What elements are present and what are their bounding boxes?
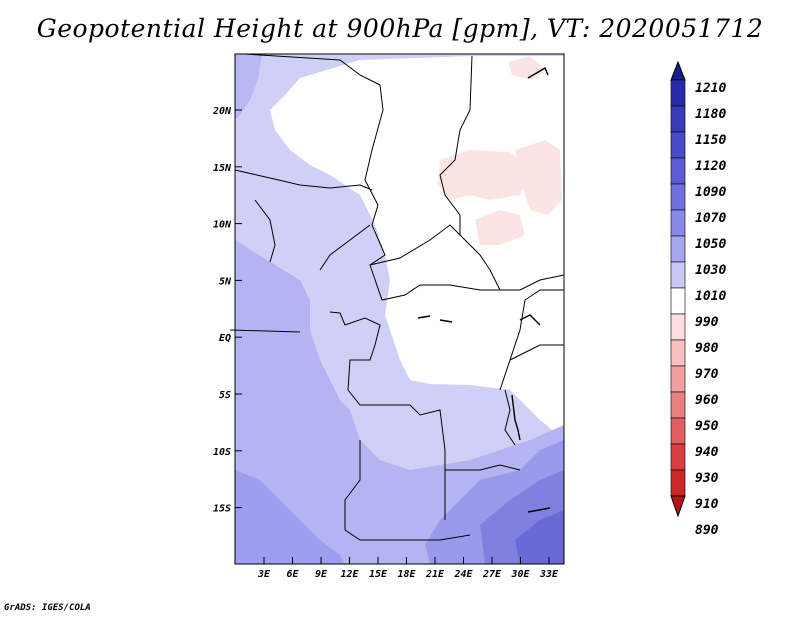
map-title: Geopotential Height at 900hPa [gpm], VT:…: [36, 14, 764, 43]
white-region-pocket: [290, 110, 335, 150]
country-borders: [229, 53, 565, 541]
colorbar-segment: [670, 209, 686, 237]
colorbar-label: 980: [695, 341, 719, 356]
colorbar-segment: [670, 469, 686, 497]
lon-tick-label: 33E: [539, 569, 559, 580]
map-panel: [229, 53, 565, 565]
colorbar-segment: [670, 339, 686, 367]
lat-tick-label: 5S: [219, 390, 231, 401]
colorbar-label: 930: [695, 471, 719, 486]
colorbar-label: 1010: [695, 289, 726, 304]
colorbar-segment: [670, 235, 686, 263]
lat-tick-label: 10S: [213, 447, 231, 458]
colorbar-label: 1120: [695, 159, 726, 174]
colorbar-bottom-triangle: [670, 495, 686, 518]
credit-label: GrADS: IGES/COLA: [4, 603, 91, 613]
colorbar-label: 970: [695, 367, 719, 382]
lat-tick-label: EQ: [219, 333, 231, 344]
lon-tick-label: 3E: [257, 569, 271, 580]
colorbar-top-triangle: [670, 60, 686, 81]
pink-region-2: [515, 140, 562, 215]
colorbar-segment: [670, 287, 686, 315]
map-frame: [234, 53, 565, 565]
lon-tick-label: 6E: [286, 569, 299, 580]
colorbar-label: 1050: [695, 237, 726, 252]
colorbar-segment: [670, 261, 686, 289]
pink-region-1: [438, 150, 530, 200]
colorbar-segment: [670, 391, 686, 419]
lon-tick-label: 12E: [340, 569, 359, 580]
lon-tick-label: 9E: [315, 569, 328, 580]
colorbar-label: 940: [695, 445, 719, 460]
lakes: [417, 66, 551, 513]
colorbar-label: 950: [695, 419, 719, 434]
colorbar-segment: [670, 157, 686, 185]
colorbar-segment: [670, 79, 686, 107]
colorbar-segment: [670, 313, 686, 341]
blue-region-deepest: [515, 510, 564, 564]
blue-region-south: [235, 470, 345, 564]
lat-tick-label: 15N: [213, 163, 232, 174]
lon-tick-label: 21E: [425, 569, 445, 580]
colorbar-segment: [670, 365, 686, 393]
blue-region-northwest: [235, 54, 262, 120]
colorbar-label: 1090: [695, 185, 726, 200]
latitude-axis: 20N 15N 10N 5N EQ 5S 10S 15S: [212, 106, 242, 515]
colorbar-label: 1070: [695, 211, 726, 226]
lat-tick-label: 10N: [213, 220, 232, 231]
colorbar-label: 990: [695, 315, 719, 330]
colorbar-label: 890: [695, 523, 719, 538]
lon-tick-label: 27E: [482, 569, 502, 580]
longitude-axis: 3E 6E 9E 12E 15E 18E 21E 24E 27E 30E 33E: [257, 557, 559, 580]
colorbar-segment: [670, 443, 686, 471]
colorbar-segment: [670, 105, 686, 133]
lat-tick-label: 20N: [212, 106, 232, 117]
lon-tick-label: 18E: [397, 569, 416, 580]
colorbar-label: 1030: [695, 263, 726, 278]
lon-tick-label: 15E: [369, 569, 388, 580]
colorbar: 1210 1180 1150 1120 1090 1070 1050 1030 1010 990 9…: [670, 60, 726, 538]
pink-region-3: [475, 210, 525, 245]
colorbar-segment: [670, 183, 686, 211]
colorbar-label: 960: [695, 393, 719, 408]
lon-tick-label: 30E: [510, 569, 530, 580]
colorbar-label: 1180: [695, 107, 726, 122]
colorbar-segment: [670, 417, 686, 445]
lon-tick-label: 24E: [453, 569, 473, 580]
lat-tick-label: 15S: [213, 504, 231, 515]
colorbar-segment: [670, 131, 686, 159]
colorbar-label: 1210: [695, 81, 726, 96]
colorbar-label: 1150: [695, 133, 726, 148]
lat-tick-label: 5N: [219, 276, 232, 287]
colorbar-label: 910: [695, 497, 719, 512]
